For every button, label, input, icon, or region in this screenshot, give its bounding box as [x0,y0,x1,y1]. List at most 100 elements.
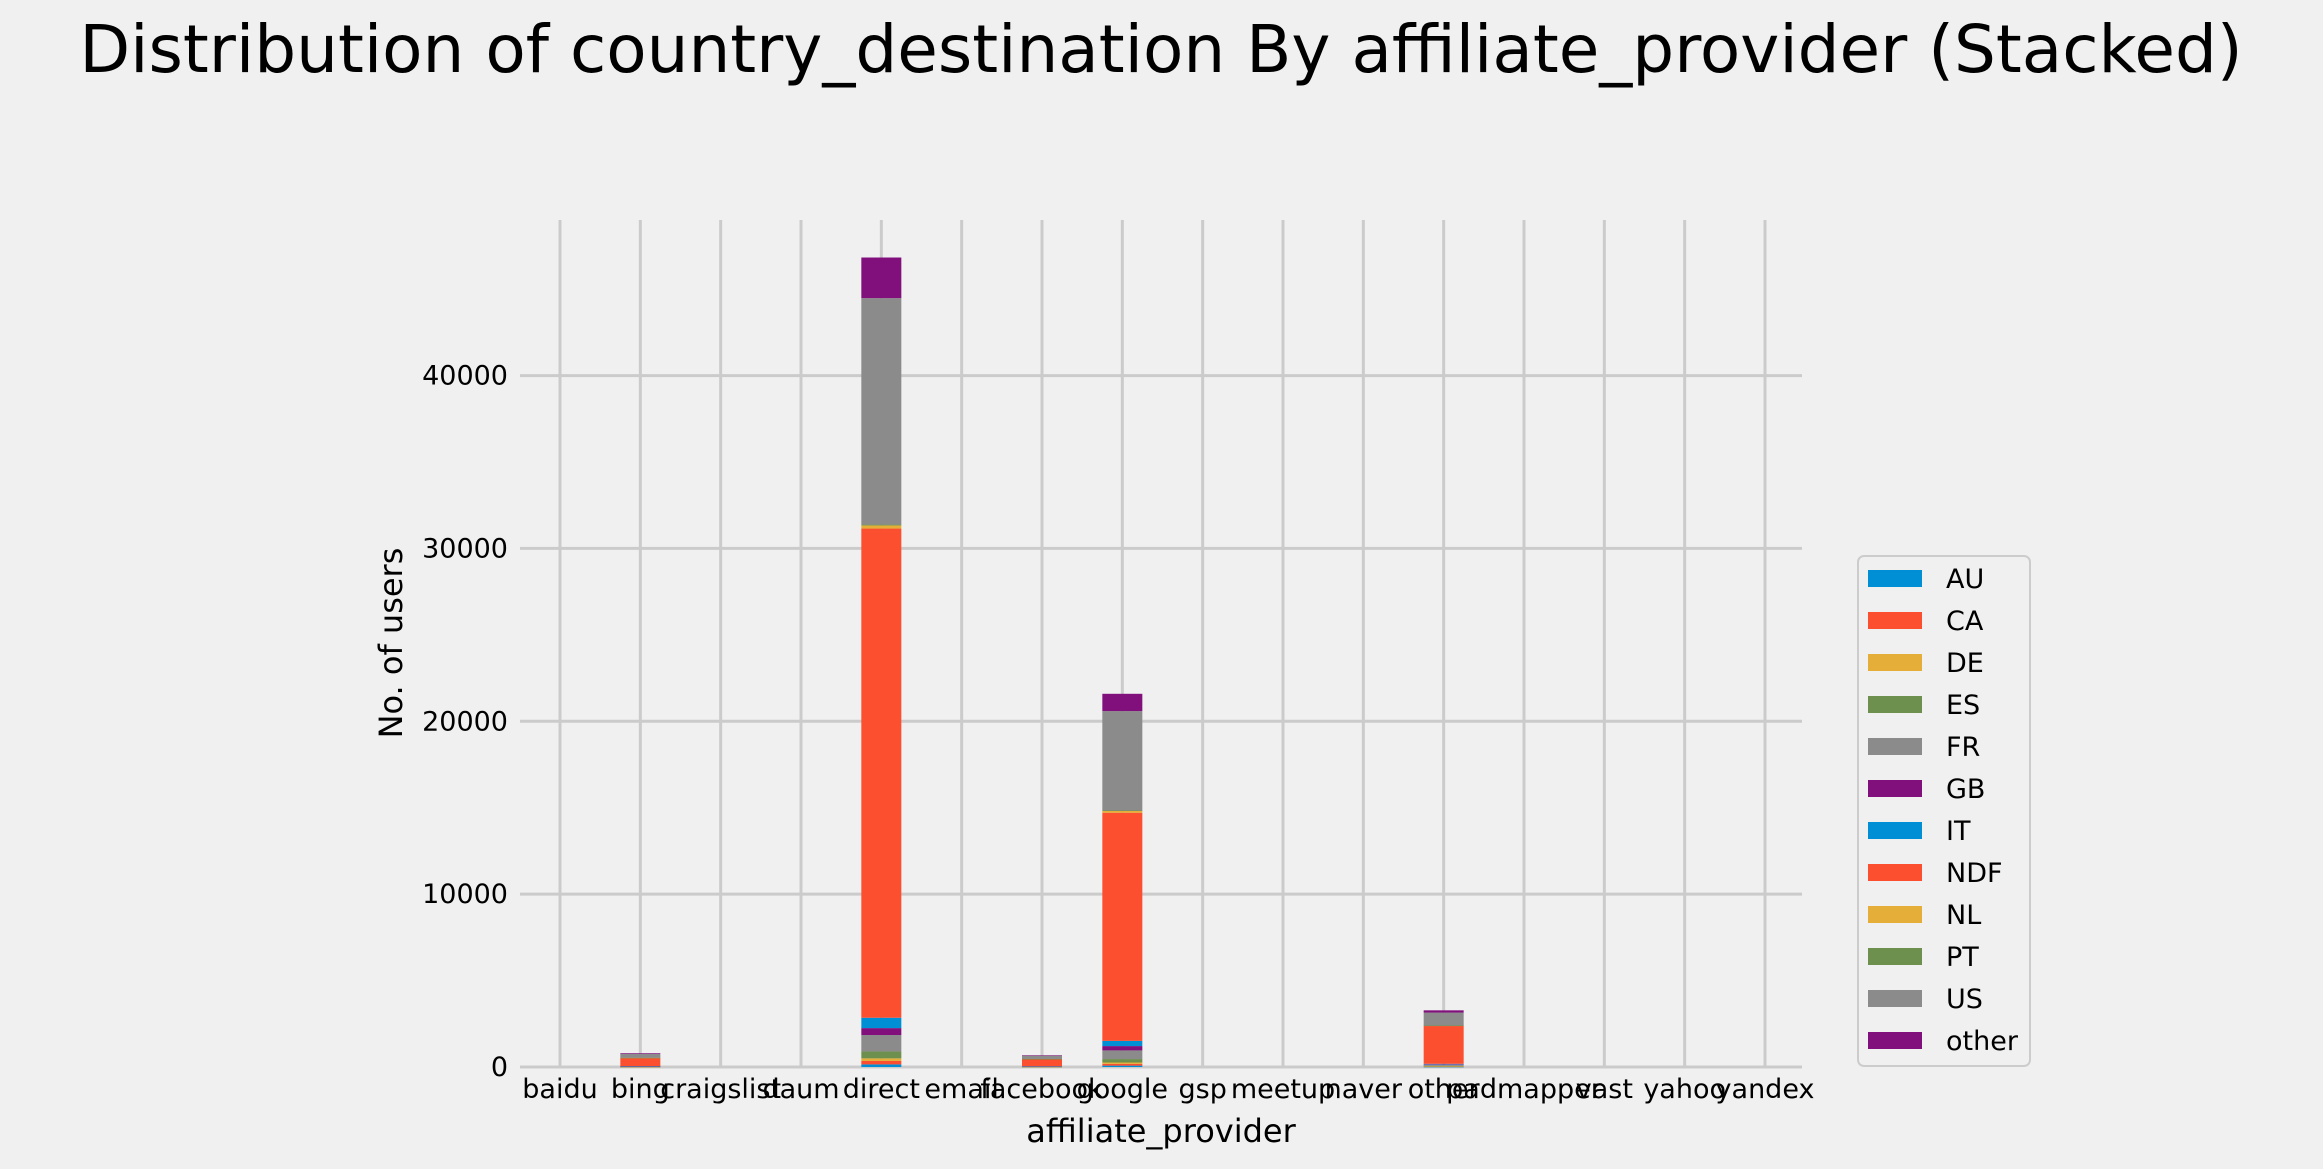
x-tick-label: google [1077,1074,1168,1105]
x-tick-label: yahoo [1643,1074,1726,1105]
bars [620,257,1464,1068]
bar-segment-NDF-other [1423,1025,1464,1064]
legend-label-CA: CA [1946,606,1984,637]
bar-segment-US-other [1423,1012,1464,1026]
bar-segment-CA-direct [861,1060,902,1065]
y-axis-label: No. of users [372,548,410,739]
bar-segment-ES-direct [861,1051,902,1059]
bar-segment-US-direct [861,298,902,525]
x-tick-label: facebook [980,1074,1104,1105]
bar-segment-AU-direct [861,1064,902,1067]
x-tick-label: bing [611,1074,670,1105]
bar-segment-GB-google [1102,1046,1143,1051]
bar-segment-GB-direct [861,1028,902,1036]
legend: AU CA DE ES FR GB IT NDF NL PT US other [1857,555,2031,1067]
chart-title: Distribution of country_destination By a… [79,11,2242,88]
bar-segment-NDF-facebook [1022,1059,1062,1067]
bar-segment-PT-direct [861,524,902,526]
bar-segment-ES-other [1423,1065,1464,1067]
bar-segment-other-bing [620,1053,661,1054]
bar-segment-IT-other [1423,1063,1464,1065]
bar-segment-PT-facebook [1022,1058,1062,1060]
legend-swatch-other [1868,1032,1922,1049]
bar-segment-AU-google [1102,1065,1143,1067]
bar-segment-IT-facebook [1022,1066,1062,1067]
legend-swatch-NDF [1868,864,1922,881]
legend-swatch-CA [1868,612,1922,629]
legend-label-ES: ES [1946,690,1980,721]
bar-segment-US-facebook [1022,1055,1062,1059]
bar-segment-US-google [1102,711,1143,811]
legend-swatch-GB [1868,780,1922,797]
legend-label-other: other [1946,1026,2019,1057]
legend-box [1857,555,2031,1067]
x-tick-label: daum [762,1074,839,1105]
y-tick-label: 10000 [422,879,508,910]
bar-segment-ES-bing [620,1066,661,1068]
legend-label-NDF: NDF [1946,858,2003,889]
bar-segment-DE-other [1423,1066,1464,1067]
legend-swatch-DE [1868,654,1922,671]
y-tick-label: 40000 [422,361,508,392]
legend-label-DE: DE [1946,648,1984,679]
x-tick-label: other [1408,1074,1481,1105]
bar-segment-other-direct [861,257,902,299]
bar-segment-US-bing [620,1053,661,1058]
x-tick-label: direct [843,1074,920,1105]
bar-segment-NDF-bing [620,1057,661,1067]
x-tick-label: gsp [1178,1074,1226,1105]
x-tick-label: vast [1576,1074,1633,1105]
bar-segment-GB-other [1423,1064,1464,1065]
legend-label-AU: AU [1946,564,1984,595]
bar-segment-other-facebook [1022,1055,1062,1056]
bar-segment-FR-other [1423,1064,1464,1066]
x-axis-label: affiliate_provider [1026,1112,1296,1150]
x-tick-label: padmapper [1446,1074,1603,1105]
bar-segment-ES-google [1102,1059,1143,1063]
bar-segment-CA-google [1102,1063,1143,1066]
x-tick-label: naver [1325,1074,1403,1105]
legend-swatch-FR [1868,738,1922,755]
bar-segment-PT-other [1423,1025,1464,1027]
x-tick-label: email [924,1074,998,1105]
legend-swatch-PT [1868,948,1922,965]
y-tick-label: 0 [491,1052,508,1083]
legend-label-US: US [1946,984,1983,1015]
bar-segment-other-other [1423,1010,1464,1013]
bar-segment-DE-direct [861,1058,902,1061]
x-tick-label: baidu [522,1074,597,1105]
bar-segment-IT-bing [620,1066,661,1067]
legend-items: AU CA DE ES FR GB IT NDF NL PT US other [1868,564,2019,1057]
legend-swatch-AU [1868,570,1922,587]
x-tick-label: meetup [1231,1074,1335,1105]
bar-segment-FR-direct [861,1035,902,1052]
legend-label-GB: GB [1946,774,1985,805]
legend-label-IT: IT [1946,816,1971,847]
legend-label-PT: PT [1946,942,1979,973]
legend-swatch-NL [1868,906,1922,923]
bar-segment-IT-google [1102,1040,1143,1047]
bar-segment-IT-direct [861,1017,902,1029]
bar-segment-NL-google [1102,810,1143,813]
y-tick-label: 30000 [422,533,508,564]
bar-segment-NL-direct [861,525,902,529]
x-tick-label: yandex [1716,1074,1815,1105]
bar-segment-other-google [1102,693,1143,712]
bar-segment-DE-google [1102,1062,1143,1064]
bar-segment-FR-google [1102,1050,1143,1060]
legend-swatch-US [1868,990,1922,1007]
bar-segment-PT-bing [620,1057,661,1059]
bar-segment-PT-google [1102,810,1143,811]
bar-segment-AU-other [1423,1066,1464,1068]
legend-label-NL: NL [1946,900,1981,931]
legend-label-FR: FR [1946,732,1980,763]
bar-segment-NDF-direct [861,528,902,1018]
gridlines [520,220,1802,1069]
x-tick-label: craigslist [660,1074,781,1105]
legend-swatch-IT [1868,822,1922,839]
legend-swatch-ES [1868,696,1922,713]
bar-segment-NDF-google [1102,812,1143,1041]
y-tick-label: 20000 [422,706,508,737]
